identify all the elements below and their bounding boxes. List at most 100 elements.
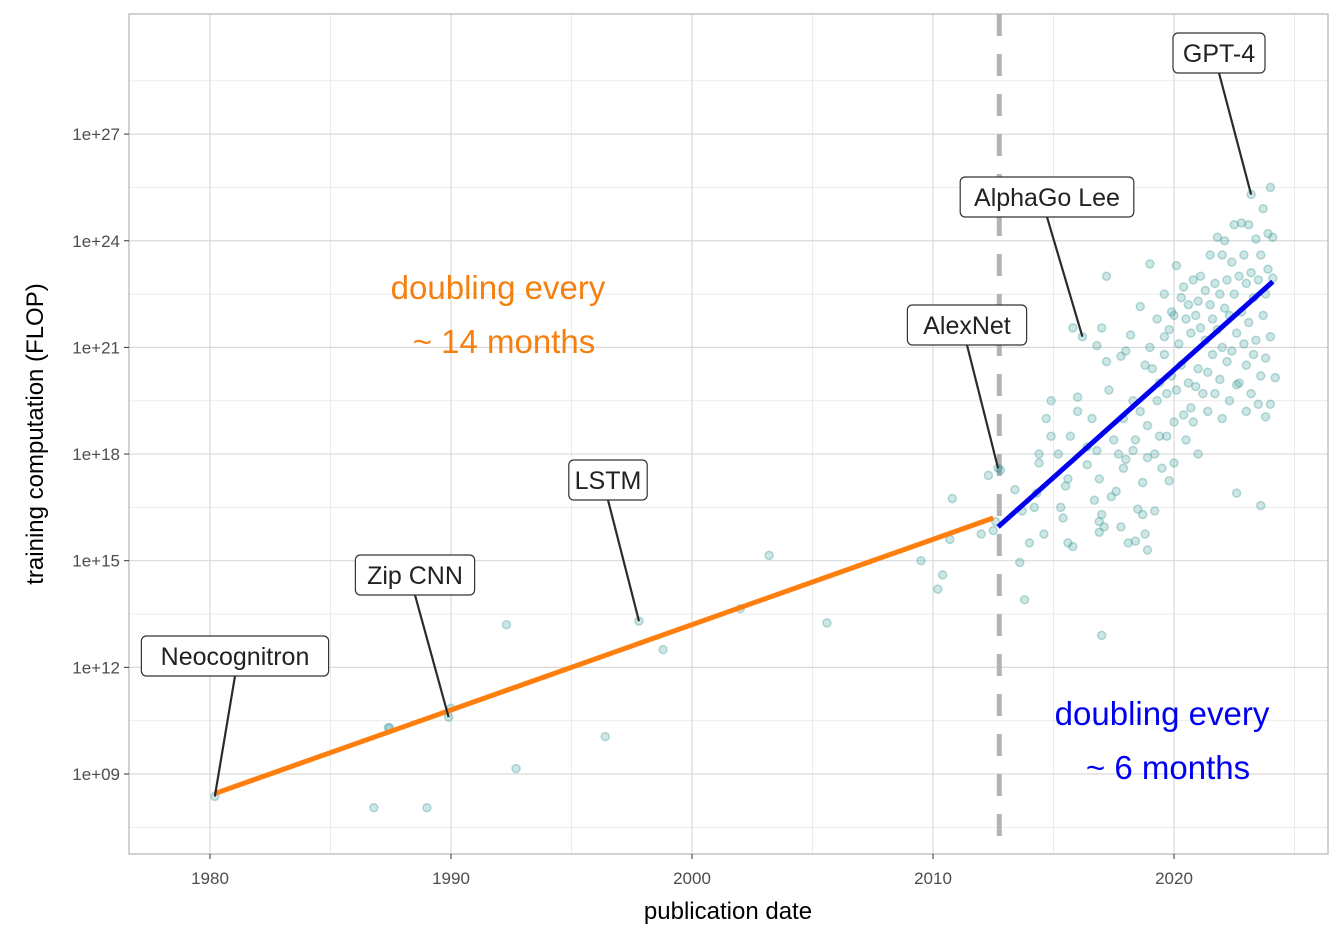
data-point xyxy=(1171,260,1182,271)
data-point xyxy=(511,763,521,774)
data-point xyxy=(1128,445,1138,456)
data-point xyxy=(1140,529,1150,539)
data-point xyxy=(1094,527,1105,538)
data-point xyxy=(1186,403,1196,413)
data-point xyxy=(1258,204,1268,214)
data-point xyxy=(422,803,432,813)
data-point xyxy=(1178,410,1189,420)
label-text: LSTM xyxy=(575,467,642,495)
data-point xyxy=(1015,557,1025,568)
data-point xyxy=(1106,491,1117,502)
data-point xyxy=(1116,522,1126,532)
data-point xyxy=(1034,458,1044,468)
data-point xyxy=(1253,275,1264,285)
orange-doubling-text-line2: ~ 14 months xyxy=(413,323,596,360)
data-point xyxy=(1159,349,1170,360)
data-point xyxy=(1217,342,1227,353)
data-point xyxy=(501,619,512,630)
data-point xyxy=(1258,310,1268,321)
data-point xyxy=(1154,431,1165,442)
x-tick-label: 1980 xyxy=(191,869,229,888)
model-annotations: Neocognitron Zip CNN LSTM AlexNet AlphaGo Le… xyxy=(140,32,1266,797)
data-point xyxy=(1087,413,1097,424)
data-point xyxy=(1041,413,1052,424)
data-point xyxy=(1149,506,1160,516)
data-point xyxy=(1265,182,1276,193)
data-point xyxy=(1169,310,1179,321)
data-point xyxy=(1234,378,1244,388)
label-box xyxy=(906,304,1028,346)
data-point xyxy=(1215,374,1225,385)
data-point xyxy=(937,570,948,580)
data-point xyxy=(1096,509,1107,520)
data-point xyxy=(1236,218,1247,228)
data-point xyxy=(1055,502,1066,513)
data-points xyxy=(210,182,1280,813)
plot-border xyxy=(128,13,1329,855)
data-point xyxy=(1251,335,1261,346)
data-point xyxy=(1188,275,1199,285)
leader-line xyxy=(213,675,237,797)
data-point xyxy=(1215,289,1225,299)
data-point xyxy=(1183,299,1194,310)
data-point xyxy=(1068,541,1078,552)
data-point xyxy=(1133,504,1143,514)
data-point xyxy=(1256,500,1266,511)
data-point xyxy=(1207,349,1218,360)
y-axis-ticks: 1e+09 1e+12 1e+15 1e+18 1e+21 1e+24 1e+27 xyxy=(72,125,129,784)
data-point xyxy=(1142,452,1153,463)
x-axis-title: publication date xyxy=(644,898,812,925)
data-point xyxy=(1178,282,1189,292)
data-point xyxy=(1024,538,1035,548)
data-point xyxy=(1058,513,1068,523)
data-point xyxy=(1152,395,1162,406)
blue-doubling-text-line1: doubling every xyxy=(1055,695,1270,732)
data-point xyxy=(1046,431,1056,442)
model-label-neocognitron: Neocognitron xyxy=(140,635,330,797)
data-point xyxy=(1210,278,1220,289)
label-text: AlexNet xyxy=(923,312,1011,340)
data-point xyxy=(1121,454,1131,465)
data-point xyxy=(1231,379,1242,390)
data-point xyxy=(1200,285,1211,296)
data-point xyxy=(1010,484,1020,495)
model-label-alphago-lee: AlphaGo Lee xyxy=(959,176,1135,338)
label-box xyxy=(959,176,1135,218)
orange-doubling-text-line1: doubling every xyxy=(391,269,606,306)
data-point xyxy=(1116,351,1126,362)
data-point xyxy=(1241,360,1252,370)
data-point xyxy=(1072,406,1083,417)
data-point xyxy=(1089,495,1100,506)
model-label-gpt-4: GPT-4 xyxy=(1172,32,1266,195)
data-point xyxy=(1224,395,1235,406)
minor-gridlines xyxy=(129,14,1328,854)
data-point xyxy=(1234,271,1244,282)
data-point xyxy=(1101,271,1112,282)
data-point xyxy=(1063,474,1073,484)
data-point xyxy=(1135,406,1146,417)
blue-doubling-text-line2: ~ 6 months xyxy=(1086,749,1250,786)
label-box xyxy=(568,459,648,501)
data-point xyxy=(658,644,668,655)
y-tick-label: 1e+21 xyxy=(72,338,120,357)
data-point xyxy=(1176,292,1186,303)
data-point xyxy=(1111,486,1121,497)
data-point xyxy=(1217,250,1227,260)
y-tick-label: 1e+27 xyxy=(72,125,120,144)
data-point xyxy=(1094,474,1105,484)
data-point xyxy=(600,731,610,742)
data-point xyxy=(1241,278,1252,289)
data-point xyxy=(1142,420,1153,431)
model-label-lstm: LSTM xyxy=(568,459,648,622)
data-point xyxy=(1157,463,1167,474)
leader-line xyxy=(606,499,641,622)
data-point xyxy=(1212,232,1223,242)
data-point xyxy=(1130,536,1141,546)
data-point xyxy=(1263,264,1273,274)
data-point xyxy=(1246,388,1256,399)
data-point xyxy=(1260,353,1271,363)
data-point xyxy=(1092,445,1102,456)
data-point xyxy=(1205,250,1215,260)
data-point xyxy=(1181,314,1191,324)
model-label-alexnet: AlexNet xyxy=(906,304,1028,469)
